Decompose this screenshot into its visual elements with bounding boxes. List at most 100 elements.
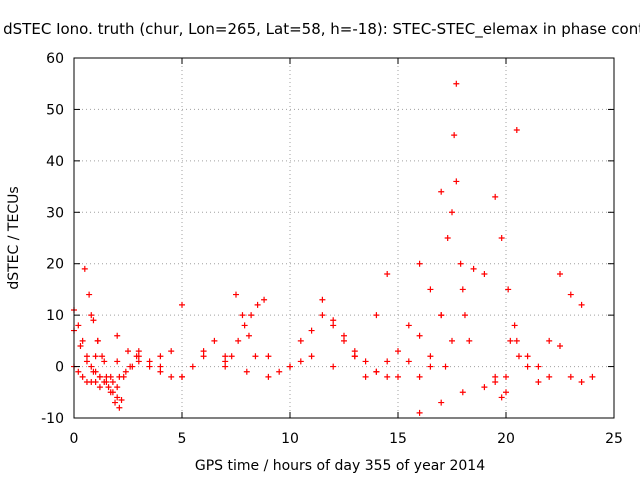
data-point	[416, 409, 423, 416]
x-tick-label: 10	[281, 431, 299, 447]
data-point	[200, 353, 207, 360]
data-point	[265, 353, 272, 360]
data-point	[125, 348, 131, 355]
data-point	[96, 384, 103, 391]
y-tick-label: 10	[46, 308, 64, 324]
data-point	[211, 337, 218, 344]
data-point	[362, 373, 369, 380]
series-10	[265, 353, 315, 380]
data-point	[503, 373, 509, 380]
data-point	[222, 358, 229, 365]
x-tick-label: 25	[605, 431, 623, 447]
data-point	[308, 327, 315, 334]
data-point	[492, 379, 499, 385]
data-point	[459, 389, 466, 396]
data-point	[146, 358, 153, 365]
data-point	[222, 353, 229, 360]
data-point	[92, 353, 99, 360]
data-point	[461, 312, 468, 319]
data-point	[466, 337, 473, 344]
data-point	[103, 379, 110, 385]
data-point	[546, 337, 553, 344]
data-point	[116, 404, 123, 411]
data-point	[114, 332, 121, 339]
data-point	[589, 373, 596, 380]
data-point	[416, 260, 423, 267]
data-point	[513, 127, 520, 133]
y-tick-label: 40	[46, 154, 64, 170]
y-axis-label: dSTEC / TECUs	[6, 186, 22, 289]
data-point	[79, 337, 86, 344]
data-point	[351, 348, 358, 355]
data-point	[405, 358, 412, 365]
data-point	[297, 358, 304, 365]
series-15	[395, 188, 445, 380]
data-point	[222, 363, 229, 370]
data-point	[535, 379, 542, 385]
x-tick-label: 15	[389, 431, 407, 447]
data-point	[330, 317, 337, 324]
data-point	[341, 332, 347, 339]
data-point	[92, 379, 99, 385]
data-point	[101, 358, 108, 365]
data-point	[239, 312, 246, 319]
series-9	[233, 291, 259, 360]
series-11	[297, 312, 358, 360]
data-point	[241, 322, 248, 329]
data-point	[438, 188, 445, 195]
data-point	[90, 368, 97, 375]
data-point	[146, 363, 153, 370]
data-point	[557, 271, 563, 277]
data-point	[511, 322, 518, 329]
data-point	[492, 193, 499, 200]
series-16	[416, 209, 455, 380]
series-18	[453, 178, 473, 344]
series-4	[88, 312, 140, 391]
data-point	[179, 301, 185, 308]
data-point	[330, 363, 337, 370]
data-point	[515, 353, 522, 360]
data-point	[524, 363, 531, 370]
data-point	[438, 312, 445, 319]
data-point	[449, 337, 455, 344]
data-point	[416, 373, 423, 380]
y-tick-label: 60	[46, 51, 64, 67]
data-point	[546, 373, 553, 380]
data-point	[276, 368, 283, 375]
data-point	[90, 317, 97, 324]
data-point	[362, 358, 369, 365]
data-point	[287, 363, 293, 370]
data-point	[114, 394, 121, 401]
data-points	[71, 80, 596, 416]
data-point	[395, 373, 401, 380]
series-8	[222, 296, 268, 370]
data-point	[114, 384, 121, 391]
series-20	[416, 373, 509, 416]
series-19	[442, 265, 488, 370]
data-point	[245, 332, 252, 339]
y-axis-ticks: -10 0 10 20 30 40 50 60	[41, 51, 614, 427]
data-point	[507, 337, 514, 344]
series-0	[71, 307, 125, 403]
data-point	[168, 348, 175, 355]
data-point	[451, 132, 458, 139]
data-point	[157, 368, 164, 375]
y-tick-label: -10	[41, 411, 64, 427]
data-point	[105, 384, 112, 391]
data-point	[189, 363, 196, 370]
data-point	[481, 271, 488, 277]
data-point	[77, 343, 84, 349]
y-tick-label: 50	[46, 102, 64, 118]
y-tick-label: 30	[46, 205, 64, 221]
data-point	[524, 353, 531, 360]
data-point	[351, 353, 358, 360]
data-point	[200, 348, 207, 355]
x-axis-ticks: 0 5 10 15 20 25	[70, 58, 623, 447]
data-point	[449, 209, 455, 216]
series-17	[427, 80, 460, 370]
data-point	[444, 235, 451, 241]
data-point	[86, 291, 93, 298]
series-21	[492, 193, 522, 360]
data-point	[341, 337, 347, 344]
